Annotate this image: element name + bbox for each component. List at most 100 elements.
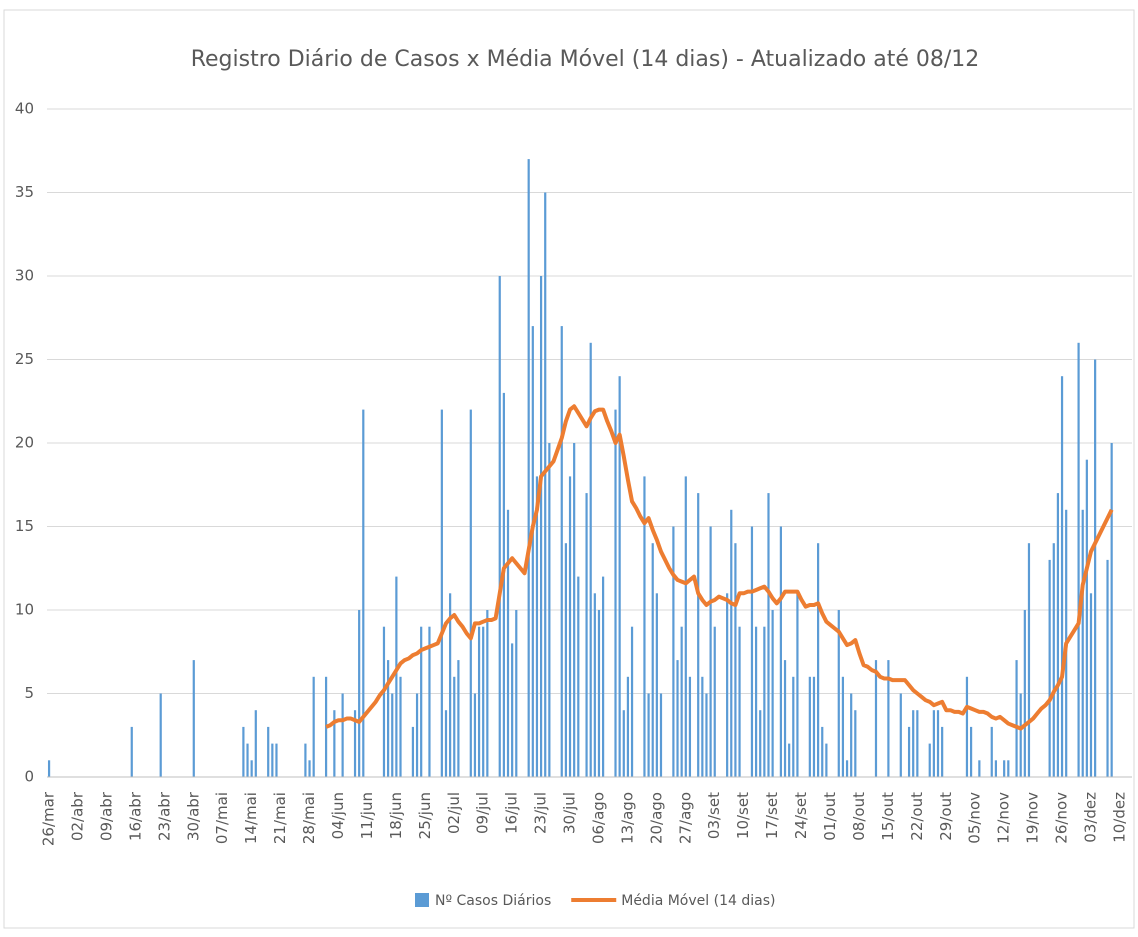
bar <box>709 526 712 777</box>
x-tick-label: 27/ago <box>676 792 694 844</box>
bar <box>498 276 501 777</box>
bar <box>1060 376 1064 777</box>
bar <box>477 626 481 777</box>
bar <box>978 760 981 777</box>
bar <box>994 760 997 777</box>
y-tick-label: 30 <box>15 267 34 285</box>
bar <box>358 610 361 777</box>
bar <box>387 660 390 777</box>
bar <box>391 693 394 777</box>
x-tick-label: 21/mai <box>271 792 289 844</box>
bar <box>1027 543 1031 777</box>
x-tick-label: 25/jun <box>416 792 434 839</box>
bar <box>333 710 336 777</box>
bar <box>676 660 679 777</box>
bar <box>630 626 634 777</box>
bar <box>353 710 357 777</box>
bar <box>593 593 596 777</box>
bar <box>874 660 878 777</box>
y-tick-label: 10 <box>15 601 34 619</box>
bar <box>688 676 692 777</box>
bar <box>713 626 716 777</box>
x-tick-label: 04/jun <box>329 792 347 839</box>
x-tick-label: 29/out <box>937 792 955 841</box>
bar <box>825 743 828 777</box>
bar <box>362 409 365 777</box>
bar <box>130 726 133 777</box>
bar <box>808 676 811 777</box>
bar <box>312 676 315 777</box>
bar <box>399 676 402 777</box>
bar <box>1048 559 1051 777</box>
bar <box>267 726 270 777</box>
x-tick-label: 03/dez <box>1081 792 1099 843</box>
bar <box>845 760 849 777</box>
bar <box>1015 660 1018 777</box>
x-tick-label: 06/ago <box>589 792 607 844</box>
bar <box>887 660 890 777</box>
bar <box>564 543 567 777</box>
bar <box>420 626 423 777</box>
bar <box>626 676 630 777</box>
bar <box>969 726 973 777</box>
bar <box>738 626 741 777</box>
bar <box>324 676 328 777</box>
bar <box>382 626 386 777</box>
bar <box>792 676 795 777</box>
x-tick-label: 16/jul <box>503 792 521 834</box>
bar <box>341 693 344 777</box>
x-tick-label: 26/mar <box>40 791 58 846</box>
bar <box>457 660 460 777</box>
bar <box>643 476 646 777</box>
bar <box>730 509 733 777</box>
bar <box>589 342 592 777</box>
bar <box>912 710 915 777</box>
bar <box>597 610 601 777</box>
x-tick-label: 05/nov <box>966 792 984 844</box>
bar <box>647 693 650 777</box>
bar <box>705 693 708 777</box>
bar <box>1106 559 1109 777</box>
x-tick-label: 11/jun <box>358 792 376 839</box>
bar <box>428 626 431 777</box>
x-tick-label: 16/abr <box>126 791 144 841</box>
bar <box>515 610 518 777</box>
bar <box>783 660 787 777</box>
bar <box>246 743 249 777</box>
x-tick-label: 19/nov <box>1024 792 1042 844</box>
bar <box>511 643 514 777</box>
bar <box>1056 493 1060 777</box>
x-tick-label: 07/mai <box>213 792 231 844</box>
x-tick-label: 14/mai <box>242 792 260 844</box>
bar <box>767 493 770 777</box>
legend-label: Média Móvel (14 dias) <box>621 893 775 909</box>
bar <box>573 443 576 777</box>
bar <box>585 493 588 777</box>
bar <box>622 710 625 777</box>
x-tick-label: 10/set <box>734 792 752 839</box>
x-tick-label: 03/set <box>705 792 723 839</box>
bar <box>1085 459 1088 777</box>
bar <box>771 610 774 777</box>
bar <box>1023 610 1026 777</box>
bar <box>453 676 456 777</box>
bar <box>275 743 278 777</box>
bar <box>907 726 911 777</box>
bar <box>482 626 485 777</box>
x-tick-label: 02/jul <box>445 792 463 834</box>
y-tick-label: 0 <box>24 768 34 786</box>
x-tick-label: 22/out <box>908 792 926 841</box>
bar <box>726 593 729 777</box>
y-tick-label: 15 <box>15 517 34 535</box>
bar <box>821 726 824 777</box>
x-tick-label: 08/out <box>850 792 868 841</box>
y-tick-label: 35 <box>15 183 34 201</box>
bar <box>535 476 539 777</box>
bar <box>304 743 307 777</box>
bar <box>449 593 452 777</box>
bar <box>932 710 935 777</box>
y-tick-label: 5 <box>24 684 34 702</box>
bar <box>788 743 791 777</box>
bar <box>817 543 820 777</box>
